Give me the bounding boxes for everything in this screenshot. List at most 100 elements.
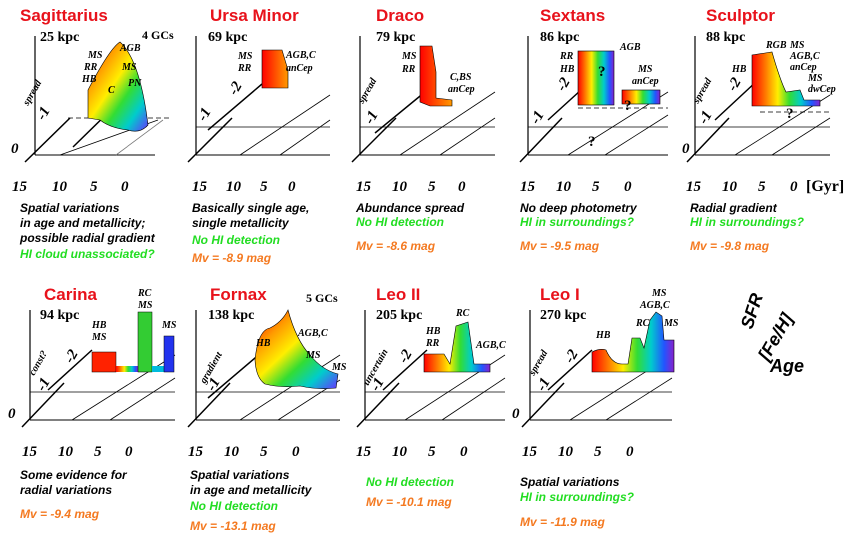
- galaxy-name: Fornax: [210, 285, 267, 304]
- age-tick: 5: [592, 179, 600, 195]
- note-line: in age and metallicity;: [20, 216, 145, 230]
- axes: [521, 310, 673, 428]
- mv-magnitude: Mv = -8.6 mag: [356, 239, 436, 253]
- pop-label: anCep: [286, 63, 313, 74]
- age-tick: 10: [224, 444, 240, 460]
- note-line: Some evidence for: [20, 468, 128, 482]
- note-line: HI in surroundings?: [520, 215, 635, 229]
- sfr-block: [116, 366, 138, 372]
- note-line: Spatial variations: [520, 475, 620, 489]
- galaxy-name: Leo I: [540, 285, 580, 304]
- feh-tick: -1: [195, 105, 215, 124]
- note-line: No HI detection: [356, 215, 444, 229]
- galaxy-name: Ursa Minor: [210, 6, 299, 25]
- pop-label: AGB,C: [297, 328, 328, 339]
- feh-tick: -2: [226, 79, 246, 98]
- y-axis-label: spread: [356, 76, 380, 107]
- pop-label: RR: [425, 338, 440, 349]
- galaxy-distance: 86 kpc: [540, 30, 579, 45]
- pop-label: AGB,C: [285, 50, 316, 61]
- feh-tick: -1: [34, 104, 54, 123]
- note-line: HI cloud unassociated?: [20, 247, 155, 261]
- mv-magnitude: Mv = -9.5 mag: [520, 239, 600, 253]
- age-tick: 5: [594, 444, 602, 460]
- axes: [24, 36, 170, 163]
- note-line: Abundance spread: [355, 201, 465, 215]
- pop-label: MS: [637, 64, 653, 75]
- age-tick: 15: [188, 444, 204, 460]
- age-tick: 15: [356, 444, 372, 460]
- note-line: Radial gradient: [690, 201, 778, 215]
- zero-label: 0: [11, 141, 19, 157]
- panel-carina: Carina 94 kpc const? -2 -1 0 HB MS RC MS…: [8, 285, 177, 521]
- panel-sextans: Sextans 86 kpc -2 -1 AGB RR HB MS anCep …: [519, 6, 669, 253]
- pop-label: AGB: [119, 43, 141, 54]
- axis-legend: SFR [Fe/H] Age: [737, 291, 804, 376]
- panel-sculptor: Sculptor 88 kpc spread -2 -1 0 HB RGB MS…: [682, 6, 844, 253]
- note-line: in age and metallicity: [190, 483, 313, 497]
- age-tick: 10: [58, 444, 74, 460]
- question-mark: ?: [786, 106, 794, 122]
- pop-label: RC: [137, 288, 152, 299]
- age-tick: 0: [292, 444, 300, 460]
- pop-label: HB: [91, 320, 107, 331]
- age-tick: 10: [226, 179, 242, 195]
- note-line: possible radial gradient: [19, 231, 156, 245]
- pop-label: RC: [455, 308, 470, 319]
- pop-label: HB: [595, 330, 611, 341]
- galaxy-distance: 79 kpc: [376, 30, 415, 45]
- age-tick: 5: [758, 179, 766, 195]
- pop-label: RR: [83, 62, 98, 73]
- feh-tick: -2: [554, 75, 574, 94]
- age-tick: 10: [52, 179, 68, 195]
- age-tick: 10: [392, 444, 408, 460]
- panel-fornax: Fornax 138 kpc 5 GCs gradient -1 HB AGB,…: [187, 285, 347, 533]
- y-axis-label: spread: [691, 76, 715, 107]
- pop-label: MS: [789, 40, 805, 51]
- pop-label: HB: [559, 64, 575, 75]
- zero-label: 0: [512, 406, 520, 422]
- note-line: No HI detection: [366, 475, 454, 489]
- age-tick: 0: [121, 179, 129, 195]
- age-tick: 0: [125, 444, 133, 460]
- age-tick: 0: [790, 179, 798, 195]
- sfr-block: [577, 50, 615, 106]
- globular-cluster-count: 5 GCs: [306, 291, 338, 305]
- pop-label: MS: [121, 62, 137, 73]
- pop-label: AGB,C: [789, 51, 820, 62]
- sfr-surface: [254, 309, 339, 389]
- age-tick: 15: [192, 179, 208, 195]
- age-tick: 0: [288, 179, 296, 195]
- pop-label: RR: [559, 51, 574, 62]
- sfr-block: [163, 335, 175, 373]
- age-tick: 0: [458, 179, 466, 195]
- age-tick: 10: [392, 179, 408, 195]
- pop-label: dwCep: [808, 84, 836, 95]
- axes: [351, 36, 496, 163]
- feh-tick: -2: [562, 347, 582, 366]
- axes: [187, 36, 331, 163]
- note-line: radial variations: [20, 483, 112, 497]
- mv-magnitude: Mv = -9.4 mag: [20, 507, 100, 521]
- galaxy-distance: 88 kpc: [706, 30, 745, 45]
- galaxy-name: Sculptor: [706, 6, 775, 25]
- age-tick: 5: [260, 444, 268, 460]
- galaxy-distance: 25 kpc: [40, 30, 79, 45]
- note-line: Basically single age,: [192, 201, 309, 215]
- pop-label: MS: [331, 362, 347, 373]
- age-tick: 0: [624, 179, 632, 195]
- zero-label: 0: [8, 406, 16, 422]
- note-line: No deep photometry: [520, 201, 638, 215]
- note-line: Spatial variations: [190, 468, 290, 482]
- galaxy-name: Draco: [376, 6, 424, 25]
- pop-label: HB: [255, 338, 271, 349]
- galaxy-distance: 94 kpc: [40, 308, 79, 323]
- mv-magnitude: Mv = -8.9 mag: [192, 251, 272, 265]
- note-line: HI in surroundings?: [520, 490, 635, 504]
- pop-label: AGB: [619, 42, 641, 53]
- pop-label: HB: [425, 326, 441, 337]
- galaxy-distance: 69 kpc: [208, 30, 247, 45]
- galaxy-name: Sextans: [540, 6, 605, 25]
- galaxy-distance: 138 kpc: [208, 308, 254, 323]
- sfr-block: [137, 311, 153, 373]
